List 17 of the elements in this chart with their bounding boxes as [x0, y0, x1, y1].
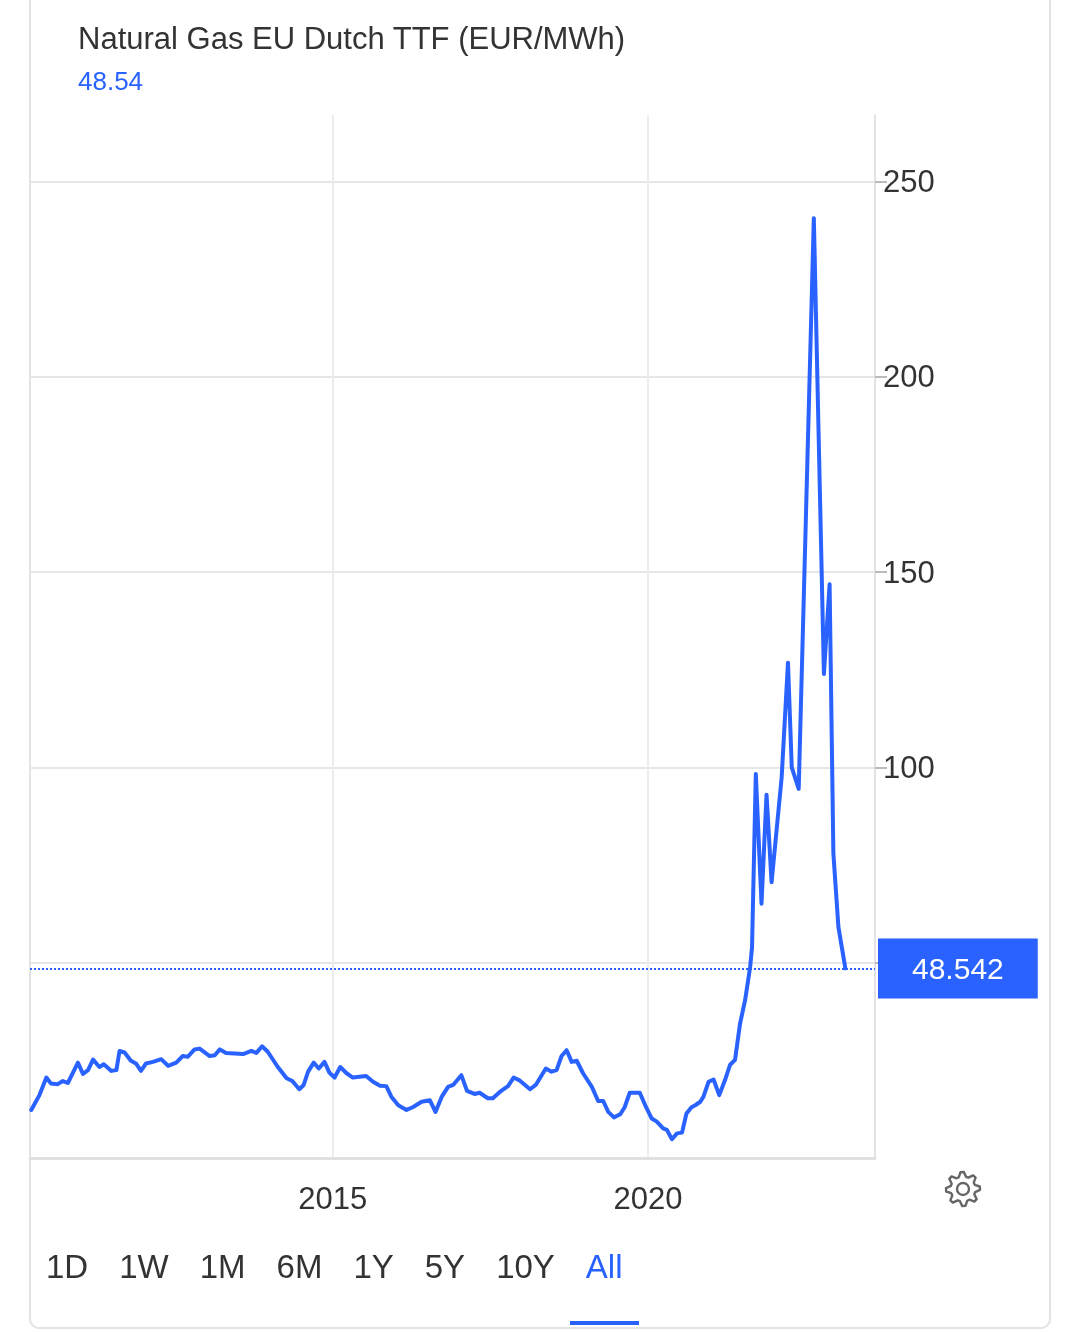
- text: 1M: [199, 1248, 246, 1286]
- chart-subtitle: 48.54: [78, 66, 144, 96]
- text: 6M: [276, 1248, 323, 1286]
- x-tick-label: 2015: [298, 1181, 368, 1216]
- text: 10Y: [496, 1248, 555, 1286]
- x-tick-label: 2020: [613, 1181, 683, 1216]
- text: 1Y: [353, 1248, 394, 1286]
- text: All: [585, 1248, 623, 1286]
- y-tick-label: 150: [883, 554, 935, 590]
- y-tick-label: 100: [883, 749, 935, 785]
- ref-line-label: 48.542: [912, 951, 1004, 985]
- y-tick-label: 250: [883, 163, 935, 199]
- text: 1D: [46, 1248, 89, 1286]
- y-tick-label: 200: [883, 359, 935, 395]
- text: 5Y: [424, 1248, 466, 1286]
- text: 1W: [119, 1248, 169, 1286]
- chart-title: Natural Gas EU Dutch TTF (EUR/MWh): [78, 21, 626, 56]
